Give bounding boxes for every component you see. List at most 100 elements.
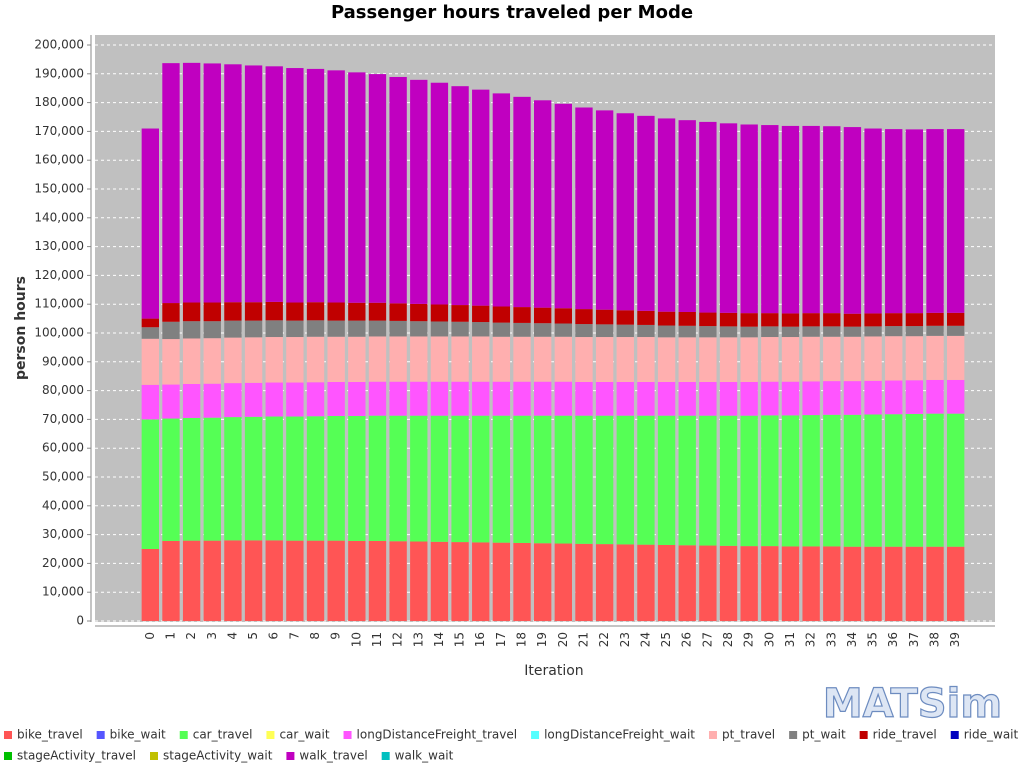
bar-segment xyxy=(348,320,366,337)
bar-segment xyxy=(430,82,449,305)
x-tick-label: 27 xyxy=(700,632,714,647)
bar-segment xyxy=(802,381,820,416)
bar-segment xyxy=(368,320,387,337)
bar-segment xyxy=(761,415,779,547)
chart-title: Passenger hours traveled per Mode xyxy=(331,2,693,23)
y-tick-label: 100,000 xyxy=(34,326,84,340)
bar-segment xyxy=(224,64,242,303)
bar-segment xyxy=(761,313,779,327)
bar-segment xyxy=(864,414,882,547)
x-tick-label: 7 xyxy=(287,632,301,640)
legend-label: walk_travel xyxy=(299,749,367,763)
bar-segment xyxy=(657,337,676,382)
bar-segment xyxy=(410,541,428,621)
x-tick-label: 9 xyxy=(329,632,343,640)
bar-segment xyxy=(926,335,944,380)
x-tick-label: 30 xyxy=(762,632,776,647)
bar-segment xyxy=(430,304,449,322)
legend-label: car_travel xyxy=(193,728,253,742)
legend-item: bike_travel xyxy=(4,728,83,742)
bar-segment xyxy=(616,337,634,382)
bar-segment xyxy=(327,381,345,416)
bar-segment xyxy=(657,311,676,326)
x-axis-label: Iteration xyxy=(524,663,583,679)
bar-segment xyxy=(802,125,820,314)
x-tick-label: 24 xyxy=(638,632,652,647)
bar-segment xyxy=(554,308,572,324)
bar-segment xyxy=(534,415,552,544)
bar-segment xyxy=(637,324,655,338)
bar-segment xyxy=(451,381,469,416)
bar-segment xyxy=(451,321,469,337)
bar-segment xyxy=(410,79,428,304)
bar-segment xyxy=(554,103,572,309)
bar-segment xyxy=(410,303,428,322)
bar-segment xyxy=(368,540,387,621)
bar-segment xyxy=(885,313,903,327)
x-tick-label: 18 xyxy=(515,632,529,647)
bar-segment xyxy=(430,321,449,337)
legend-item: longDistanceFreight_travel xyxy=(343,728,517,742)
bar-segment xyxy=(719,312,738,327)
bar-segment xyxy=(534,336,552,382)
x-tick-label: 19 xyxy=(535,632,549,647)
bar-segment xyxy=(162,339,180,385)
bar-segment xyxy=(430,336,449,382)
bar-segment xyxy=(657,118,676,312)
bar-segment xyxy=(224,383,242,418)
bar-segment xyxy=(513,415,531,543)
bar-segment xyxy=(368,336,387,382)
bar-segment xyxy=(905,313,924,327)
legend-label: pt_wait xyxy=(802,728,846,742)
bar-segment xyxy=(740,415,758,547)
bar-segment xyxy=(513,322,531,337)
bar-segment xyxy=(389,415,407,542)
bar-segment xyxy=(182,338,201,384)
bar-segment xyxy=(410,336,428,382)
legend-item: pt_travel xyxy=(708,728,775,742)
legend-swatch xyxy=(381,752,390,760)
bar-segment xyxy=(141,128,159,319)
legend-swatch xyxy=(950,731,959,739)
x-tick-label: 21 xyxy=(576,632,590,647)
legend-label: stageActivity_travel xyxy=(17,749,136,763)
bar-segment xyxy=(823,336,841,382)
y-tick-label: 200,000 xyxy=(34,38,84,52)
bar-segment xyxy=(616,415,634,545)
x-tick-label: 32 xyxy=(804,632,818,647)
x-tick-label: 31 xyxy=(783,632,797,647)
bar-segment xyxy=(554,323,572,337)
bar-segment xyxy=(699,312,717,327)
bar-segment xyxy=(327,415,345,541)
bar-segment xyxy=(678,415,696,546)
bar-segment xyxy=(699,381,717,416)
bar-segment xyxy=(678,311,696,326)
bar-segment xyxy=(492,415,511,543)
bar-segment xyxy=(823,414,841,547)
y-tick-label: 0 xyxy=(76,614,84,628)
x-tick-label: 11 xyxy=(370,632,384,647)
bar-segment xyxy=(885,414,903,547)
x-tick-label: 33 xyxy=(824,632,838,647)
y-axis-label: person hours xyxy=(13,276,29,380)
bar-segment xyxy=(637,544,655,621)
bar-segment xyxy=(265,416,283,541)
bar-segment xyxy=(348,415,366,541)
y-tick-label: 140,000 xyxy=(34,210,84,224)
bar-segment xyxy=(244,320,263,338)
legend-swatch xyxy=(789,731,798,739)
bar-segment xyxy=(182,302,201,322)
bar-segment xyxy=(492,542,511,621)
bar-segment xyxy=(719,123,738,313)
legend-swatch xyxy=(286,752,295,760)
legend-item: pt_wait xyxy=(789,728,846,742)
bar-segment xyxy=(657,544,676,621)
bar-segment xyxy=(575,324,593,338)
bar-segment xyxy=(616,381,634,416)
bar-segment xyxy=(761,546,779,621)
bar-segment xyxy=(678,120,696,312)
bar-segment xyxy=(286,68,304,303)
bar-segment xyxy=(637,381,655,416)
bar-segment xyxy=(761,125,779,314)
legend-item: car_travel xyxy=(179,728,253,742)
